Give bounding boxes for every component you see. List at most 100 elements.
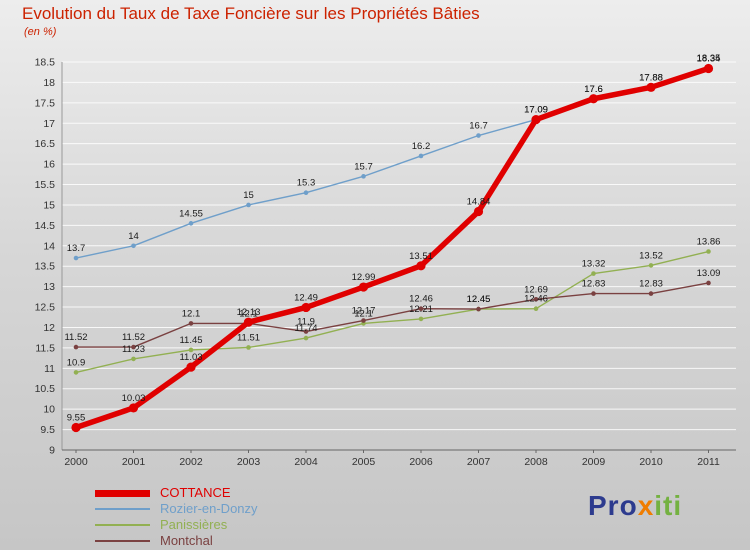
point-label: 15.7 (354, 161, 373, 172)
series-line-2 (75, 250, 710, 374)
data-point (706, 280, 711, 286)
data-point (416, 261, 426, 271)
y-tick-label: 15.5 (35, 179, 56, 191)
point-label: 11.52 (64, 332, 87, 343)
data-point (186, 362, 196, 372)
point-label: 13.51 (409, 251, 433, 262)
legend: COTTANCE Rozier-en-Donzy Panissières Mon… (95, 485, 258, 549)
point-label: 12.83 (639, 279, 663, 290)
data-point (303, 190, 309, 195)
point-label: 12.83 (582, 279, 606, 290)
point-label: 12.45 (467, 294, 491, 305)
data-point (131, 344, 136, 350)
y-tick-label: 9.5 (40, 424, 55, 436)
data-point (418, 306, 424, 311)
data-point (646, 82, 656, 92)
point-label: 13.52 (639, 250, 663, 261)
point-label: 17.09 (524, 105, 548, 116)
point-label: 11.45 (179, 335, 202, 346)
logo-text-pro: Pro (588, 490, 638, 521)
y-tick-label: 14.5 (35, 220, 56, 232)
x-tick-label: 2011 (697, 456, 720, 468)
data-point (303, 335, 309, 341)
point-label: 13.09 (697, 268, 721, 279)
point-label: 15.3 (297, 178, 316, 189)
point-label: 10.03 (122, 393, 146, 404)
point-label: 11.52 (122, 332, 145, 343)
x-tick-label: 2007 (467, 456, 491, 468)
data-point (531, 114, 541, 125)
point-label: 12.1 (182, 308, 201, 319)
legend-label-1: Rozier-en-Donzy (160, 501, 258, 516)
chart-title: Evolution du Taux de Taxe Foncière sur l… (22, 4, 480, 23)
data-point (131, 243, 136, 249)
point-label: 13.86 (697, 237, 721, 248)
data-point (246, 345, 251, 350)
y-tick-label: 17 (43, 118, 55, 130)
legend-swatch-2 (95, 524, 150, 526)
y-tick-label: 11.5 (35, 342, 55, 354)
legend-item-cottance: COTTANCE (95, 485, 258, 501)
data-point (128, 403, 139, 413)
point-label: 16.2 (412, 141, 431, 152)
data-point (73, 255, 79, 261)
data-point (418, 316, 424, 322)
point-label: 17.09 (524, 105, 548, 116)
legend-label-3: Montchal (160, 533, 213, 548)
x-tick-label: 2005 (352, 456, 376, 468)
point-label: 11.51 (237, 332, 260, 343)
x-tick-label: 2006 (409, 456, 433, 468)
point-label: 12.99 (352, 272, 376, 283)
data-point (703, 63, 714, 74)
point-label: 12.49 (294, 292, 318, 303)
y-tick-label: 15 (43, 199, 55, 211)
x-tick-label: 2001 (122, 456, 146, 468)
series-line-0 (73, 65, 712, 431)
point-label: 9.55 (67, 413, 86, 424)
y-tick-label: 18.5 (35, 57, 56, 69)
x-tick-label: 2003 (237, 456, 261, 468)
data-point (476, 133, 481, 138)
data-point (588, 94, 599, 104)
x-tick-label: 2004 (294, 456, 318, 468)
data-point (73, 344, 79, 350)
legend-item-montchal: Montchal (95, 533, 258, 549)
data-point (131, 356, 136, 362)
x-tick-label: 2010 (639, 456, 663, 468)
point-label: 17.88 (639, 72, 663, 83)
data-point (188, 321, 194, 326)
point-label: 18.35 (697, 53, 721, 64)
x-tick-label: 2008 (524, 456, 548, 468)
data-point (648, 263, 654, 268)
point-label: 14.84 (467, 196, 491, 207)
point-label: 11.74 (294, 323, 317, 334)
legend-swatch-0 (95, 489, 150, 497)
point-label: 10.9 (67, 357, 86, 368)
data-point (648, 291, 654, 296)
legend-item-panissieres: Panissières (95, 517, 258, 533)
data-point (476, 306, 481, 312)
data-point (301, 302, 311, 313)
y-tick-label: 12.5 (35, 302, 56, 314)
point-label: 15 (243, 190, 254, 201)
chart-subtitle: (en %) (24, 26, 57, 38)
legend-swatch-1 (95, 508, 150, 510)
data-point (303, 329, 309, 334)
data-point (243, 317, 254, 327)
y-tick-label: 16 (43, 159, 55, 171)
point-label: 12.45 (467, 294, 491, 305)
point-label: 13.7 (67, 243, 86, 254)
point-label: 14.55 (179, 208, 203, 219)
x-tick-label: 2000 (64, 456, 88, 468)
point-label: 12.46 (409, 294, 433, 305)
point-label: 12.46 (524, 294, 548, 305)
y-tick-label: 13 (43, 281, 55, 293)
data-point (361, 318, 366, 323)
y-tick-label: 10 (43, 404, 55, 416)
y-tick-label: 18 (43, 77, 55, 89)
data-point (533, 296, 539, 302)
x-tick-label: 2009 (582, 456, 606, 468)
point-label: 13.32 (582, 259, 606, 270)
data-point (418, 153, 424, 159)
